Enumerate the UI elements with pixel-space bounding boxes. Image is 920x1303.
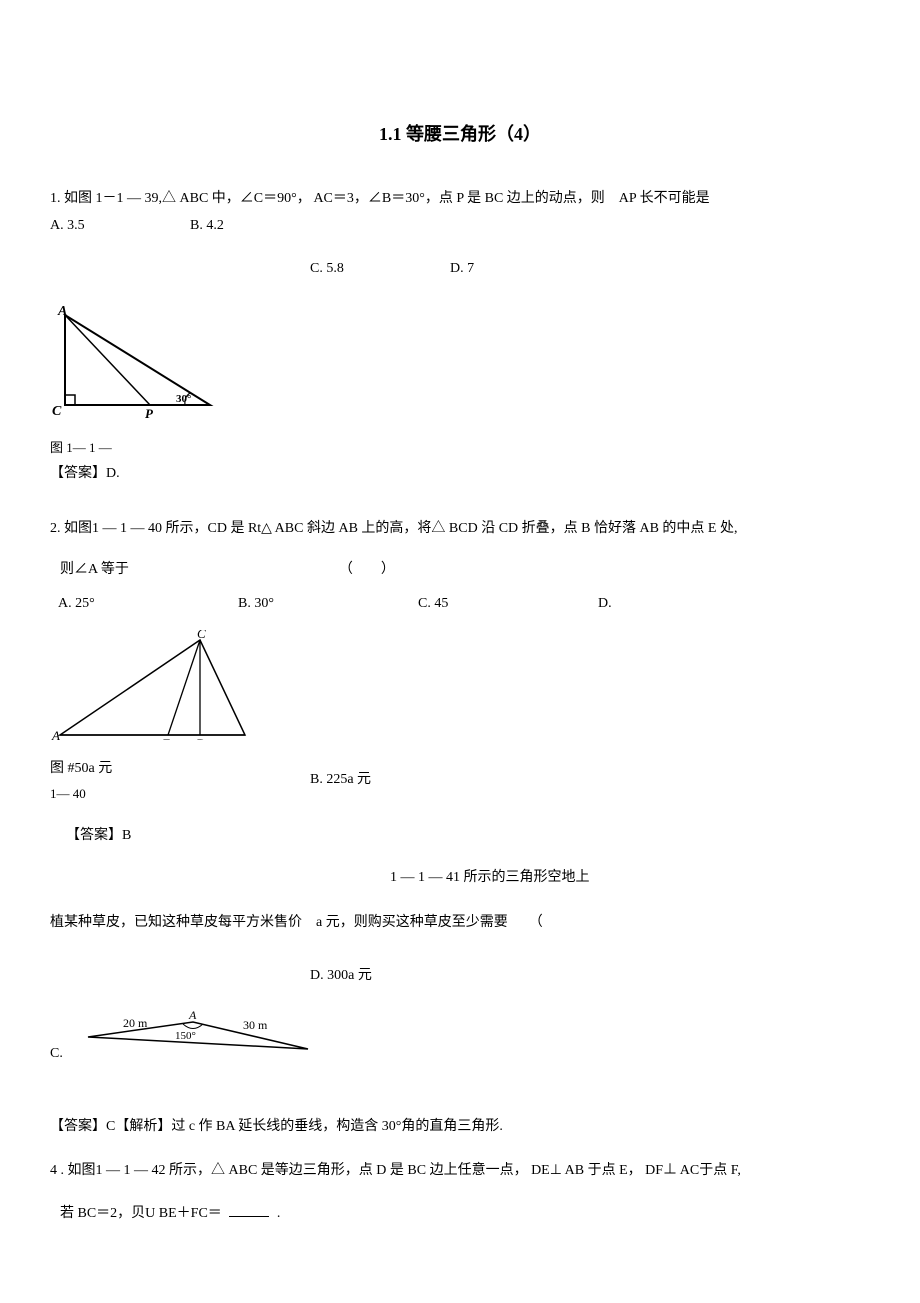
q1-option-d: D. 7 — [450, 258, 550, 280]
svg-text:20 m: 20 m — [123, 1016, 148, 1030]
svg-text:P: P — [145, 406, 154, 420]
svg-text:E: E — [161, 736, 170, 740]
q4-text: 4 . 如图1 — 1 — 42 所示，△ ABC 是等边三角形，点 D 是 B… — [50, 1158, 870, 1183]
q3-answer: 【答案】C【解析】过 c 作 BA 延长线的垂线，构造含 30°角的直角三角形. — [50, 1116, 870, 1138]
q2-option-b: B. 30° — [238, 593, 338, 615]
q4-text2-pre: 若 BC＝2，贝U BE＋FC＝ — [60, 1206, 222, 1221]
svg-text:30 m: 30 m — [243, 1018, 268, 1032]
q3-triangle-svg: A 20 m 30 m 150° — [83, 1007, 313, 1057]
q4-text2-post: . — [277, 1206, 281, 1221]
q2-text: 2. 如图1 — 1 — 40 所示，CD 是 Rt△ ABC 斜边 AB 上的… — [50, 516, 870, 541]
q1-options-cd: C. 5.8 D. 7 — [310, 258, 870, 280]
q2-paren: （ ） — [339, 559, 395, 581]
q3-text2: 植某种草皮，已知这种草皮每平方米售价 a 元，则购买这种草皮至少需要 （ — [50, 910, 870, 935]
q1-option-a: A. 3.5 — [50, 215, 150, 237]
question-2: 2. 如图1 — 1 — 40 所示，CD 是 Rt△ ABC 斜边 AB 上的… — [50, 516, 870, 848]
q4-text2-wrapper: 若 BC＝2，贝U BE＋FC＝ . — [60, 1201, 870, 1226]
q2-option-c: C. 45 — [418, 593, 518, 615]
q3-option-c-prefix: C. — [50, 1043, 63, 1065]
q2-triangle-svg: A C E D — [50, 630, 250, 740]
q1-option-c: C. 5.8 — [310, 258, 410, 280]
question-1: 1. 如图 1－1 — 39,△ ABC 中，∠C＝90°， AC＝3，∠B＝3… — [50, 186, 870, 486]
question-4: 4 . 如图1 — 1 — 42 所示，△ ABC 是等边三角形，点 D 是 B… — [50, 1158, 870, 1226]
q2-extra-b: B. 225a 元 — [310, 772, 371, 787]
q1-figure-label: 图 1— 1 — — [50, 438, 870, 459]
q2-figure-label: 1— 40 — [50, 784, 250, 805]
q1-text: 1. 如图 1－1 — 39,△ ABC 中，∠C＝90°， AC＝3，∠B＝3… — [50, 186, 870, 211]
svg-text:A: A — [188, 1008, 197, 1022]
svg-text:A: A — [51, 728, 60, 740]
svg-text:C: C — [52, 404, 62, 419]
q4-blank — [229, 1216, 269, 1217]
page-title: 1.1 等腰三角形（4） — [50, 120, 870, 146]
q2-option-a: A. 25° — [58, 593, 158, 615]
q2-answer: 【答案】B — [66, 825, 870, 847]
svg-text:30°: 30° — [176, 393, 191, 405]
q2-option-d: D. — [598, 593, 698, 615]
q1-answer: 【答案】D. — [50, 463, 870, 485]
svg-text:D: D — [195, 736, 206, 740]
q3-option-d: D. 300a 元 — [310, 965, 870, 987]
question-3: 1 — 1 — 41 所示的三角形空地上 植某种草皮，已知这种草皮每平方米售价 … — [50, 867, 870, 1138]
q2-extra-a: 图 #50a 元 — [50, 761, 112, 776]
q2-figure: A C E D — [50, 630, 250, 748]
svg-text:C: C — [197, 630, 206, 641]
q2-text2: 则∠A 等于 — [60, 559, 129, 581]
q1-figure: A C P 30° — [50, 300, 870, 428]
q1-option-b: B. 4.2 — [190, 215, 290, 237]
q2-options: A. 25° B. 30° C. 45 D. — [58, 593, 870, 615]
q1-triangle-svg: A C P 30° — [50, 300, 230, 420]
q1-options-ab: A. 3.5 B. 4.2 — [50, 215, 870, 237]
q3-text-right: 1 — 1 — 41 所示的三角形空地上 — [390, 867, 870, 889]
svg-text:A: A — [57, 304, 67, 319]
svg-text:150°: 150° — [175, 1030, 196, 1042]
q3-figure: A 20 m 30 m 150° — [83, 1007, 313, 1065]
